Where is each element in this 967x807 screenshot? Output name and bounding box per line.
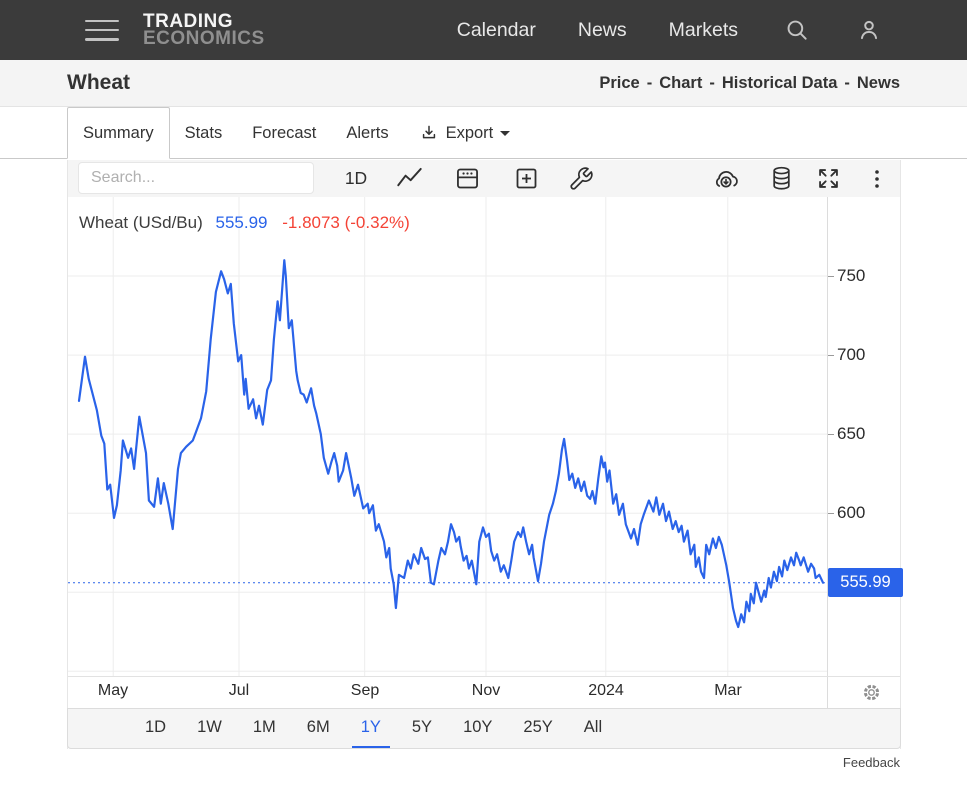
data-source-icon[interactable] [768, 160, 795, 197]
header-link-price[interactable]: Price [599, 73, 640, 92]
x-axis-label-nov: Nov [471, 682, 501, 699]
page-header: Wheat Price - Chart - Historical Data - News [0, 60, 967, 107]
range-button-1w[interactable]: 1W [197, 718, 222, 736]
y-axis-tick [828, 355, 834, 356]
header-link-chart[interactable]: Chart [659, 73, 703, 92]
y-axis-tick [828, 276, 834, 277]
export-label: Export [445, 123, 494, 142]
x-axis-label-sep: Sep [350, 682, 380, 699]
export-button[interactable]: Export [404, 107, 526, 159]
top-nav-link-markets[interactable]: Markets [668, 18, 738, 41]
x-axis-label-2024: 2024 [588, 682, 624, 699]
chart-settings-gear-icon[interactable] [861, 682, 882, 708]
tab-stats[interactable]: Stats [184, 123, 223, 142]
link-separator: - [646, 73, 653, 92]
time-axis[interactable]: May Jul Sep Nov 2024 Mar [68, 676, 900, 709]
range-button-5y[interactable]: 5Y [411, 718, 433, 736]
header-link-news[interactable]: News [856, 73, 900, 92]
tab-forecast[interactable]: Forecast [252, 123, 317, 142]
link-separator: - [709, 73, 715, 92]
interval-selector[interactable]: 1D [344, 168, 368, 188]
search-input[interactable] [78, 162, 314, 194]
series-change: -1.8073 (-0.32%) [282, 213, 410, 232]
axis-divider [827, 677, 828, 709]
chart-toolbar: 1D [68, 160, 900, 197]
page-title: Wheat [67, 71, 130, 94]
download-icon [419, 123, 439, 143]
tab-summary[interactable]: Summary [67, 107, 170, 159]
feedback-link[interactable]: Feedback [842, 755, 900, 770]
price-line-svg [68, 197, 827, 676]
series-title: Wheat (USd/Bu) [79, 213, 203, 232]
fullscreen-icon[interactable] [815, 160, 842, 197]
section-tabs: Summary Stats Forecast Alerts Export [0, 107, 967, 159]
range-button-1m[interactable]: 1M [252, 718, 276, 736]
logo-line-1: TRADING [143, 11, 234, 32]
top-nav-links: Calendar News Markets [415, 19, 738, 42]
logo-line-2: ECONOMICS [143, 28, 265, 49]
indicator-templates-icon[interactable] [454, 160, 481, 197]
y-axis-label-700: 700 [837, 345, 866, 364]
trading-economics-logo[interactable]: TRADING ECONOMICS [143, 11, 265, 49]
compare-add-icon[interactable] [513, 160, 540, 197]
breadcrumb-links: Price - Chart - Historical Data - News [599, 74, 900, 93]
y-axis-label-650: 650 [837, 424, 866, 443]
header-link-historical-data[interactable]: Historical Data [721, 73, 838, 92]
tools-wrench-icon[interactable] [568, 160, 594, 197]
x-axis-label-mar: Mar [714, 682, 742, 699]
y-axis-tick [828, 513, 834, 514]
range-button-6m[interactable]: 6M [306, 718, 330, 736]
cloud-download-icon[interactable] [712, 160, 740, 197]
current-price-label: 555.99 [828, 568, 903, 597]
range-selector: 1D 1W 1M 6M 1Y 5Y 10Y 25Y All [67, 708, 901, 749]
y-axis-label-750: 750 [837, 266, 866, 285]
range-button-1d[interactable]: 1D [145, 718, 167, 736]
range-button-1y[interactable]: 1Y [351, 709, 390, 748]
y-axis-tick [828, 434, 834, 435]
price-axis[interactable]: 555.99 750 700 650 600 [827, 197, 903, 676]
hamburger-menu-icon[interactable] [85, 19, 119, 41]
top-navigation-bar: TRADING ECONOMICS Calendar News Markets [0, 0, 967, 60]
search-icon[interactable] [784, 17, 810, 43]
range-button-10y[interactable]: 10Y [463, 718, 493, 736]
user-account-icon[interactable] [856, 17, 882, 43]
series-last-price: 555.99 [215, 213, 268, 232]
top-nav-link-news[interactable]: News [577, 18, 627, 41]
price-chart-plot-area[interactable]: Wheat (USd/Bu) 555.99 -1.8073 (-0.32%) [68, 197, 827, 676]
x-axis-label-may: May [97, 682, 129, 699]
top-nav-link-calendar[interactable]: Calendar [456, 18, 536, 41]
chart-widget: 1D [67, 160, 903, 749]
range-button-all[interactable]: All [583, 718, 603, 736]
tab-alerts[interactable]: Alerts [346, 123, 389, 142]
y-axis-label-600: 600 [837, 503, 866, 522]
chevron-down-icon [500, 130, 511, 136]
range-button-25y[interactable]: 25Y [523, 718, 553, 736]
chart-style-icon[interactable] [396, 160, 423, 197]
more-options-icon[interactable] [865, 160, 889, 197]
link-separator: - [844, 73, 850, 92]
chart-legend: Wheat (USd/Bu) 555.99 -1.8073 (-0.32%) [79, 213, 410, 233]
x-axis-label-jul: Jul [228, 682, 250, 699]
